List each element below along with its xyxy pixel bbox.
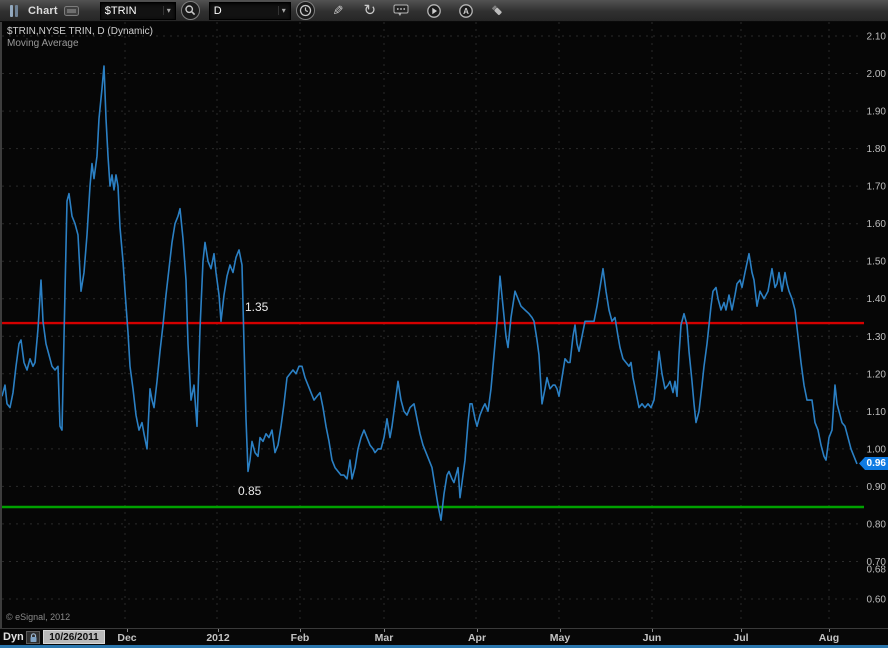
level-annotation[interactable]: 0.85 [238, 484, 262, 498]
x-axis-tick [741, 629, 742, 632]
legend-symbol-line: $TRIN,NYSE TRIN, D (Dynamic) [7, 26, 153, 37]
x-axis-tick [477, 629, 478, 632]
chevron-down-icon[interactable]: ▾ [277, 6, 286, 15]
level-annotation[interactable]: 1.35 [245, 300, 269, 314]
symbol-value: $TRIN [104, 4, 137, 17]
toolbar: Chart $TRIN ▾ D ▾ ✎ ↻ A [0, 0, 888, 22]
window-title: Chart [28, 4, 58, 17]
x-axis-tick [300, 629, 301, 632]
legend-study-line: Moving Average [7, 38, 79, 49]
y-axis-label: 0.68 [867, 565, 887, 576]
symbol-input[interactable]: $TRIN ▾ [99, 1, 176, 20]
interval-value: D [213, 4, 222, 17]
auto-analysis-icon[interactable]: A [457, 2, 475, 20]
y-axis-label: 0.70 [867, 557, 887, 568]
chart-badge-icon [63, 2, 81, 20]
interval-select[interactable]: D ▾ [208, 1, 291, 20]
y-axis-label: 1.30 [867, 332, 887, 343]
start-date-box[interactable]: 10/26/2011 [43, 630, 105, 644]
x-axis-tick [127, 629, 128, 632]
y-axis-label: 1.40 [867, 294, 887, 305]
chevron-down-icon[interactable]: ▾ [162, 6, 171, 15]
y-axis-label: 0.60 [867, 595, 887, 606]
y-axis-label: 1.20 [867, 369, 887, 380]
x-axis-label: Dec [117, 632, 137, 644]
y-axis-label: 1.10 [867, 407, 887, 418]
y-axis-label: 2.10 [867, 32, 887, 43]
x-axis-label: Aug [818, 632, 840, 644]
y-axis-label: 1.80 [867, 144, 887, 155]
y-axis-label: 1.70 [867, 182, 887, 193]
lock-icon [30, 632, 36, 642]
quote-balloon-icon[interactable] [393, 2, 411, 20]
lock-button[interactable] [26, 631, 40, 644]
x-axis-tick [218, 629, 219, 632]
y-axis-label: 1.50 [867, 257, 887, 268]
x-axis-label: Jul [733, 632, 749, 644]
x-axis-tick [560, 629, 561, 632]
copyright-text: © eSignal, 2012 [6, 612, 71, 622]
y-axis-label: 1.60 [867, 219, 887, 230]
y-axis-label: 1.90 [867, 107, 887, 118]
price-line-series[interactable] [2, 65, 858, 522]
time-axis-bar: Dyn 10/26/2011 Dec 2012 Feb Mar Apr May Jun Jul… [0, 628, 888, 645]
window-bottom-border [0, 645, 888, 648]
draw-pencil-icon[interactable]: ✎ [332, 3, 344, 18]
y-axis-label: 0.90 [867, 482, 887, 493]
y-axis-label: 0.80 [867, 519, 887, 530]
chart-legend: $TRIN,NYSE TRIN, D (Dynamic) Moving Aver… [7, 26, 153, 50]
last-price-value: 0.96 [866, 458, 886, 469]
x-axis-tick [384, 629, 385, 632]
refresh-icon[interactable]: ↻ [363, 2, 377, 19]
x-axis-label: Feb [290, 632, 310, 644]
dynamic-mode-label: Dyn [3, 631, 24, 643]
svg-text:A: A [463, 7, 469, 16]
x-axis-label: Mar [374, 632, 394, 644]
last-price-badge: 0.96 [859, 457, 888, 470]
y-axis-label: 2.00 [867, 69, 887, 80]
x-axis-label: Apr [467, 632, 487, 644]
window-grip-icon[interactable] [5, 2, 23, 20]
x-axis-label: 2012 [206, 632, 230, 644]
x-axis-label: Jun [642, 632, 662, 644]
chart-plot-area[interactable]: 2.10 2.00 1.90 1.80 1.70 1.60 1.50 1.40 1.30 1.20… [0, 22, 888, 628]
interval-clock-button[interactable] [295, 1, 315, 20]
play-icon[interactable] [425, 2, 443, 20]
chart-canvas[interactable]: 2.10 2.00 1.90 1.80 1.70 1.60 1.50 1.40 1.30 1.20… [2, 22, 888, 628]
eraser-icon[interactable] [489, 2, 507, 20]
x-axis-tick [829, 629, 830, 632]
x-axis-tick [652, 629, 653, 632]
y-axis-label: 1.00 [867, 444, 887, 455]
symbol-lookup-button[interactable] [180, 1, 200, 20]
x-axis-label: May [549, 632, 571, 644]
